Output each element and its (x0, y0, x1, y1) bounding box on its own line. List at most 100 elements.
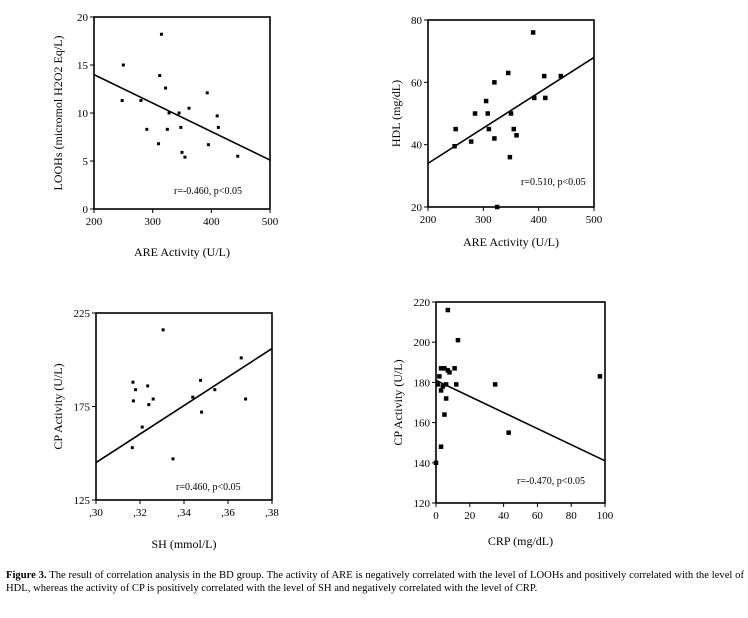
chart3-regression-line (95, 347, 273, 464)
chart2-x-axis-label: ARE Activity (U/L) (463, 235, 559, 249)
chart1-data-point (179, 125, 183, 129)
chart3-data-point (191, 395, 195, 399)
chart2-ytick-label: 20 (411, 202, 423, 214)
chart3-xtick-label: ,36 (221, 507, 235, 519)
chart4-data-point (452, 366, 457, 371)
chart2-data-point (494, 204, 500, 210)
chart1-data-point (180, 150, 184, 154)
chart4-y-axis-label: CP Activity (U/L) (391, 359, 405, 445)
chart3-data-point (134, 388, 138, 392)
chart1-xtick-label: 500 (262, 216, 279, 228)
chart4-x-axis-label: CRP (mg/dL) (488, 534, 553, 548)
chart1-data-point (159, 32, 163, 36)
chart4-xtick-label: 60 (532, 510, 544, 522)
chart1-xtick-label: 300 (144, 216, 161, 228)
caption-text: The result of correlation analysis in th… (6, 570, 744, 594)
chart3-data-point (239, 356, 243, 360)
chart2-data-point (492, 80, 497, 85)
caption-label: Figure 3. (6, 570, 47, 581)
chart1-data-point (167, 111, 171, 115)
chart2-data-point (485, 111, 491, 116)
chart3-data-point (130, 446, 134, 450)
chart3-data-point (161, 328, 165, 332)
chart4-xtick-label: 20 (464, 510, 476, 522)
chart1-data-point (215, 114, 219, 118)
chart3-y-axis-label: CP Activity (U/L) (51, 363, 65, 449)
chart2-data-point (541, 73, 547, 79)
chart1-data-point (165, 127, 169, 131)
chart3-data-point (151, 397, 155, 401)
chart2-data-point (453, 126, 458, 132)
chart2-data-point (508, 111, 514, 116)
chart2-data-point (472, 111, 478, 116)
chart4-data-point (437, 374, 442, 379)
chart4-ytick-label: 120 (414, 498, 431, 510)
chart3-data-point (244, 397, 248, 401)
chart2-data-point (452, 143, 457, 149)
chart1-xtick-label: 200 (86, 216, 103, 228)
chart3-data-point (131, 399, 135, 403)
chart1-annotation: r=-0.460, p<0.05 (174, 186, 242, 197)
chart1-data-point (216, 125, 220, 129)
chart3-ytick-label: 225 (74, 308, 91, 320)
chart4-xtick-label: 80 (566, 510, 578, 522)
chart4-annotation: r=-0.470, p<0.05 (517, 476, 585, 487)
chart2-xtick-label: 200 (420, 214, 437, 226)
chart1-ytick-label: 15 (77, 60, 89, 72)
chart3-xtick-label: ,38 (265, 507, 279, 519)
chart4-plot-frame (435, 301, 606, 504)
chart3-data-point (200, 410, 204, 414)
chart4-ytick-label: 140 (414, 458, 431, 470)
chart3-ytick-label: 125 (74, 495, 91, 507)
chart3-data-point (131, 380, 135, 384)
chart3-xtick-label: ,34 (177, 507, 191, 519)
chart4-data-point (445, 307, 451, 313)
chart1-y-axis-label: LOOHs (micromol H2O2 Eq/L) (51, 36, 65, 191)
chart4-regression-line (435, 379, 606, 462)
chart4-data-point (442, 412, 447, 417)
figure-caption: Figure 3. The result of correlation anal… (6, 569, 744, 595)
chart2-annotation: r=0.510, p<0.05 (521, 177, 586, 188)
chart1-data-point (158, 74, 162, 78)
chart4-data-point (435, 382, 440, 387)
chart3-annotation: r=0.460, p<0.05 (176, 482, 241, 493)
chart4-data-point (506, 430, 511, 435)
chart4-data-point (438, 366, 444, 371)
chart1-xtick-label: 400 (203, 216, 220, 228)
chart2-y-axis-label: HDL (mg/dL) (389, 80, 403, 147)
chart4-data-point (438, 388, 444, 393)
chart2-ytick-label: 40 (411, 140, 423, 152)
chart3-data-point (213, 388, 217, 392)
chart1-ytick-label: 5 (83, 156, 89, 168)
chart1-data-point (183, 155, 187, 159)
chart3-xtick-label: ,30 (89, 507, 103, 519)
chart1-data-point (164, 86, 168, 90)
chart4-xtick-label: 0 (433, 510, 439, 522)
chart1-ytick-label: 10 (77, 108, 89, 120)
chart2-xtick-label: 300 (475, 214, 492, 226)
chart4-xtick-label: 100 (597, 510, 614, 522)
chart2-data-point (492, 136, 497, 141)
chart4-data-point (440, 384, 446, 389)
chart1-ytick-label: 0 (83, 204, 89, 216)
chart4-xtick-label: 40 (498, 510, 510, 522)
chart1-data-point (177, 111, 181, 115)
chart4-data-point (442, 366, 447, 371)
chart4-data-point (433, 460, 439, 466)
chart1-data-point (139, 99, 143, 103)
chart2-data-point (483, 98, 489, 104)
chart1-data-point (206, 143, 210, 147)
chart2-xtick-label: 500 (586, 214, 603, 226)
chart4-data-point (597, 374, 603, 379)
chart4-ytick-label: 220 (414, 297, 431, 309)
chart4-data-point (438, 444, 444, 449)
chart1-x-axis-label: ARE Activity (U/L) (134, 245, 230, 259)
chart2-data-point (486, 126, 492, 132)
chart3-x-axis-label: SH (mmol/L) (152, 537, 217, 551)
chart3-xtick-label: ,32 (133, 507, 147, 519)
chart1-data-point (121, 63, 125, 67)
chart2-plot-frame (427, 19, 595, 208)
chart1-data-point (187, 106, 191, 110)
chart1-data-point (205, 91, 209, 95)
